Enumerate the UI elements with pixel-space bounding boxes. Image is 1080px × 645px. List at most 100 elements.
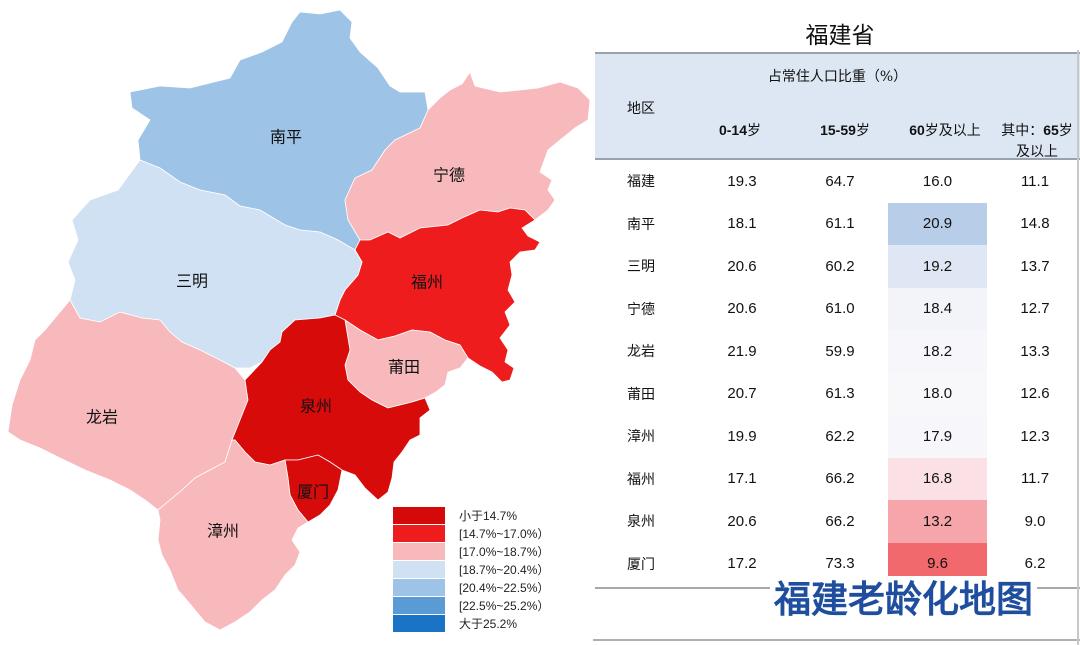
cell-c1: 20.7 [727,385,757,403]
cell-c3: 20.9 [888,202,987,245]
column-header-num: 65 [1043,122,1059,138]
column-header-prefix: 其中： [1001,123,1044,139]
map-legend: 小于14.7% [14.7%~17.0%） [17.0%~18.7%） [18.7%~… [393,506,549,632]
bottom-divider [593,639,1080,641]
legend-label: [22.5%~25.2%） [459,598,550,613]
cell-region: 福州 [627,471,655,488]
region-label: 漳州 [207,522,239,541]
legend-item: 小于14.7% [393,506,549,524]
region-label: 莆田 [388,358,420,377]
column-header-suffix: 岁 [1058,123,1073,139]
cell-c3: 17.9 [888,415,987,458]
cell-c4: 14.8 [1020,215,1050,233]
region-label: 三明 [176,272,208,291]
legend-label: [17.0%~18.7%） [459,544,550,559]
legend-swatch [393,578,445,596]
region-label: 泉州 [300,397,332,416]
caption-title: 福建老龄化地图 [770,576,1037,624]
legend-label: 大于25.2% [459,616,518,631]
cell-c3: 18.0 [888,372,987,415]
cell-c3: 13.2 [888,500,987,543]
column-header-num: 0-14 [718,122,748,138]
cell-c2: 66.2 [825,470,855,488]
cell-c3: 18.4 [888,287,987,330]
cell-c4: 9.0 [1024,512,1046,530]
cell-region: 福建 [627,174,655,191]
region-column-header: 地区 [627,101,655,117]
legend-item: [14.7%~17.0%） [393,524,549,542]
column-header-60-plus: 60岁及以上 [895,120,995,140]
column-header-0-14: 0-14岁 [705,120,775,140]
legend-swatch [393,596,445,614]
table-row: 莆田 20.7 61.3 18.0 12.6 [595,372,1080,415]
cell-c4: 12.6 [1020,385,1050,403]
legend-swatch [393,614,445,632]
region-label: 宁德 [433,166,465,185]
table-row: 三明 20.6 60.2 19.2 13.7 [595,245,1080,288]
cell-c3: 16.8 [888,457,987,500]
cell-c4: 11.7 [1020,470,1050,488]
region-ningde[interactable] [344,71,591,241]
cell-c1: 20.6 [727,512,757,530]
cell-c2: 61.3 [825,385,855,403]
legend-label: [14.7%~17.0%） [459,526,550,541]
region-label: 福州 [411,273,443,292]
legend-item: [18.7%~20.4%） [393,560,549,578]
cell-region: 三明 [627,259,655,276]
cell-c4: 13.7 [1020,257,1050,275]
cell-c2: 66.2 [825,512,855,530]
data-table: 占常住人口比重（%） 地区 0-14岁 15-59岁 60岁及以上 其中：65岁… [595,52,1080,589]
region-label: 龙岩 [86,408,118,427]
column-header-suffix: 岁 [855,123,870,139]
table-row: 漳州 19.9 62.2 17.9 12.3 [595,415,1080,458]
table-body: 福建 19.3 64.7 16.0 11.1 南平 18.1 61.1 20.9 14.8 三明 20… [595,160,1080,585]
cell-region: 漳州 [627,429,655,446]
cell-c3: 19.2 [888,245,987,288]
cell-c4: 12.7 [1020,300,1050,318]
cell-c2: 73.3 [825,555,855,573]
legend-label: [20.4%~22.5%） [459,580,550,595]
cell-c1: 21.9 [727,342,757,360]
column-header-suffix: 岁 [747,123,762,139]
cell-region: 厦门 [627,556,655,573]
cell-c3: 18.2 [888,330,987,373]
group-header: 占常住人口比重（%） [767,69,908,85]
column-header-num: 60 [909,122,925,138]
column-header-65-plus: 其中：65岁 及以上 [991,120,1080,162]
cell-c4: 12.3 [1020,427,1050,445]
table-row: 福州 17.1 66.2 16.8 11.7 [595,457,1080,500]
cell-c2: 61.1 [825,215,855,233]
region-zhangzhou[interactable] [157,439,309,631]
legend-label: [18.7%~20.4%） [459,562,550,577]
cell-c1: 17.2 [727,555,757,573]
cell-c2: 62.2 [825,427,855,445]
right-border [1077,50,1079,645]
column-header-15-59: 15-59岁 [805,120,885,140]
legend-item: [20.4%~22.5%） [393,578,549,596]
legend-label: 小于14.7% [459,508,518,523]
column-header-suffix: 岁及以上 [924,123,981,139]
table-header: 占常住人口比重（%） 地区 0-14岁 15-59岁 60岁及以上 其中：65岁… [595,52,1080,160]
cell-c1: 20.6 [727,300,757,318]
legend-swatch [393,560,445,578]
cell-region: 莆田 [627,386,655,403]
legend-item: [17.0%~18.7%） [393,542,549,560]
cell-c3: 16.0 [888,160,987,203]
cell-c2: 64.7 [825,172,855,190]
cell-c1: 19.3 [727,172,757,190]
cell-region: 宁德 [627,301,655,318]
region-label: 南平 [270,128,302,147]
table-row: 福建 19.3 64.7 16.0 11.1 [595,160,1080,203]
column-header-num: 15-59 [820,122,856,138]
legend-item: 大于25.2% [393,614,549,632]
legend-item: [22.5%~25.2%） [393,596,549,614]
table-row: 泉州 20.6 66.2 13.2 9.0 [595,500,1080,543]
cell-c2: 59.9 [825,342,855,360]
legend-swatch [393,524,445,542]
cell-c2: 60.2 [825,257,855,275]
cell-c1: 20.6 [727,257,757,275]
column-header-line2: 及以上 [1016,144,1058,160]
region-label: 厦门 [297,483,329,502]
legend-swatch [393,506,445,524]
